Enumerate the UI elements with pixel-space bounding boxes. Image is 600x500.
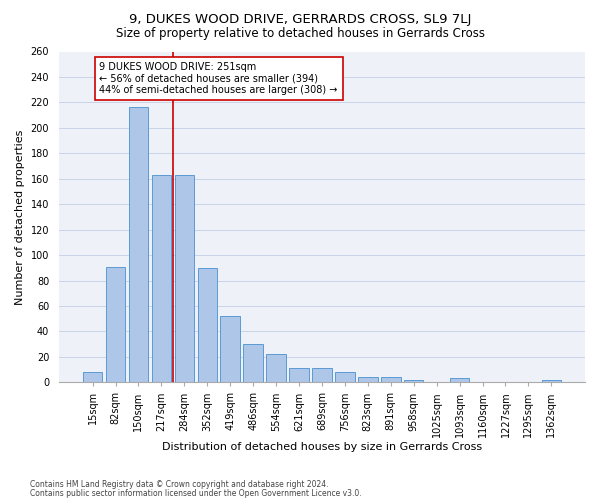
Bar	[266, 354, 286, 382]
Bar	[335, 372, 355, 382]
Bar	[83, 372, 103, 382]
Text: Contains public sector information licensed under the Open Government Licence v3: Contains public sector information licen…	[30, 488, 362, 498]
X-axis label: Distribution of detached houses by size in Gerrards Cross: Distribution of detached houses by size …	[162, 442, 482, 452]
Bar	[220, 316, 240, 382]
Text: Size of property relative to detached houses in Gerrards Cross: Size of property relative to detached ho…	[115, 28, 485, 40]
Bar	[312, 368, 332, 382]
Text: 9 DUKES WOOD DRIVE: 251sqm
← 56% of detached houses are smaller (394)
44% of sem: 9 DUKES WOOD DRIVE: 251sqm ← 56% of deta…	[100, 62, 338, 95]
Bar	[358, 377, 377, 382]
Bar	[381, 377, 401, 382]
Bar	[106, 266, 125, 382]
Bar	[244, 344, 263, 383]
Text: Contains HM Land Registry data © Crown copyright and database right 2024.: Contains HM Land Registry data © Crown c…	[30, 480, 329, 489]
Y-axis label: Number of detached properties: Number of detached properties	[15, 129, 25, 304]
Bar	[450, 378, 469, 382]
Bar	[289, 368, 309, 382]
Bar	[152, 175, 171, 382]
Bar	[128, 108, 148, 382]
Bar	[175, 175, 194, 382]
Text: 9, DUKES WOOD DRIVE, GERRARDS CROSS, SL9 7LJ: 9, DUKES WOOD DRIVE, GERRARDS CROSS, SL9…	[129, 12, 471, 26]
Bar	[404, 380, 424, 382]
Bar	[197, 268, 217, 382]
Bar	[542, 380, 561, 382]
